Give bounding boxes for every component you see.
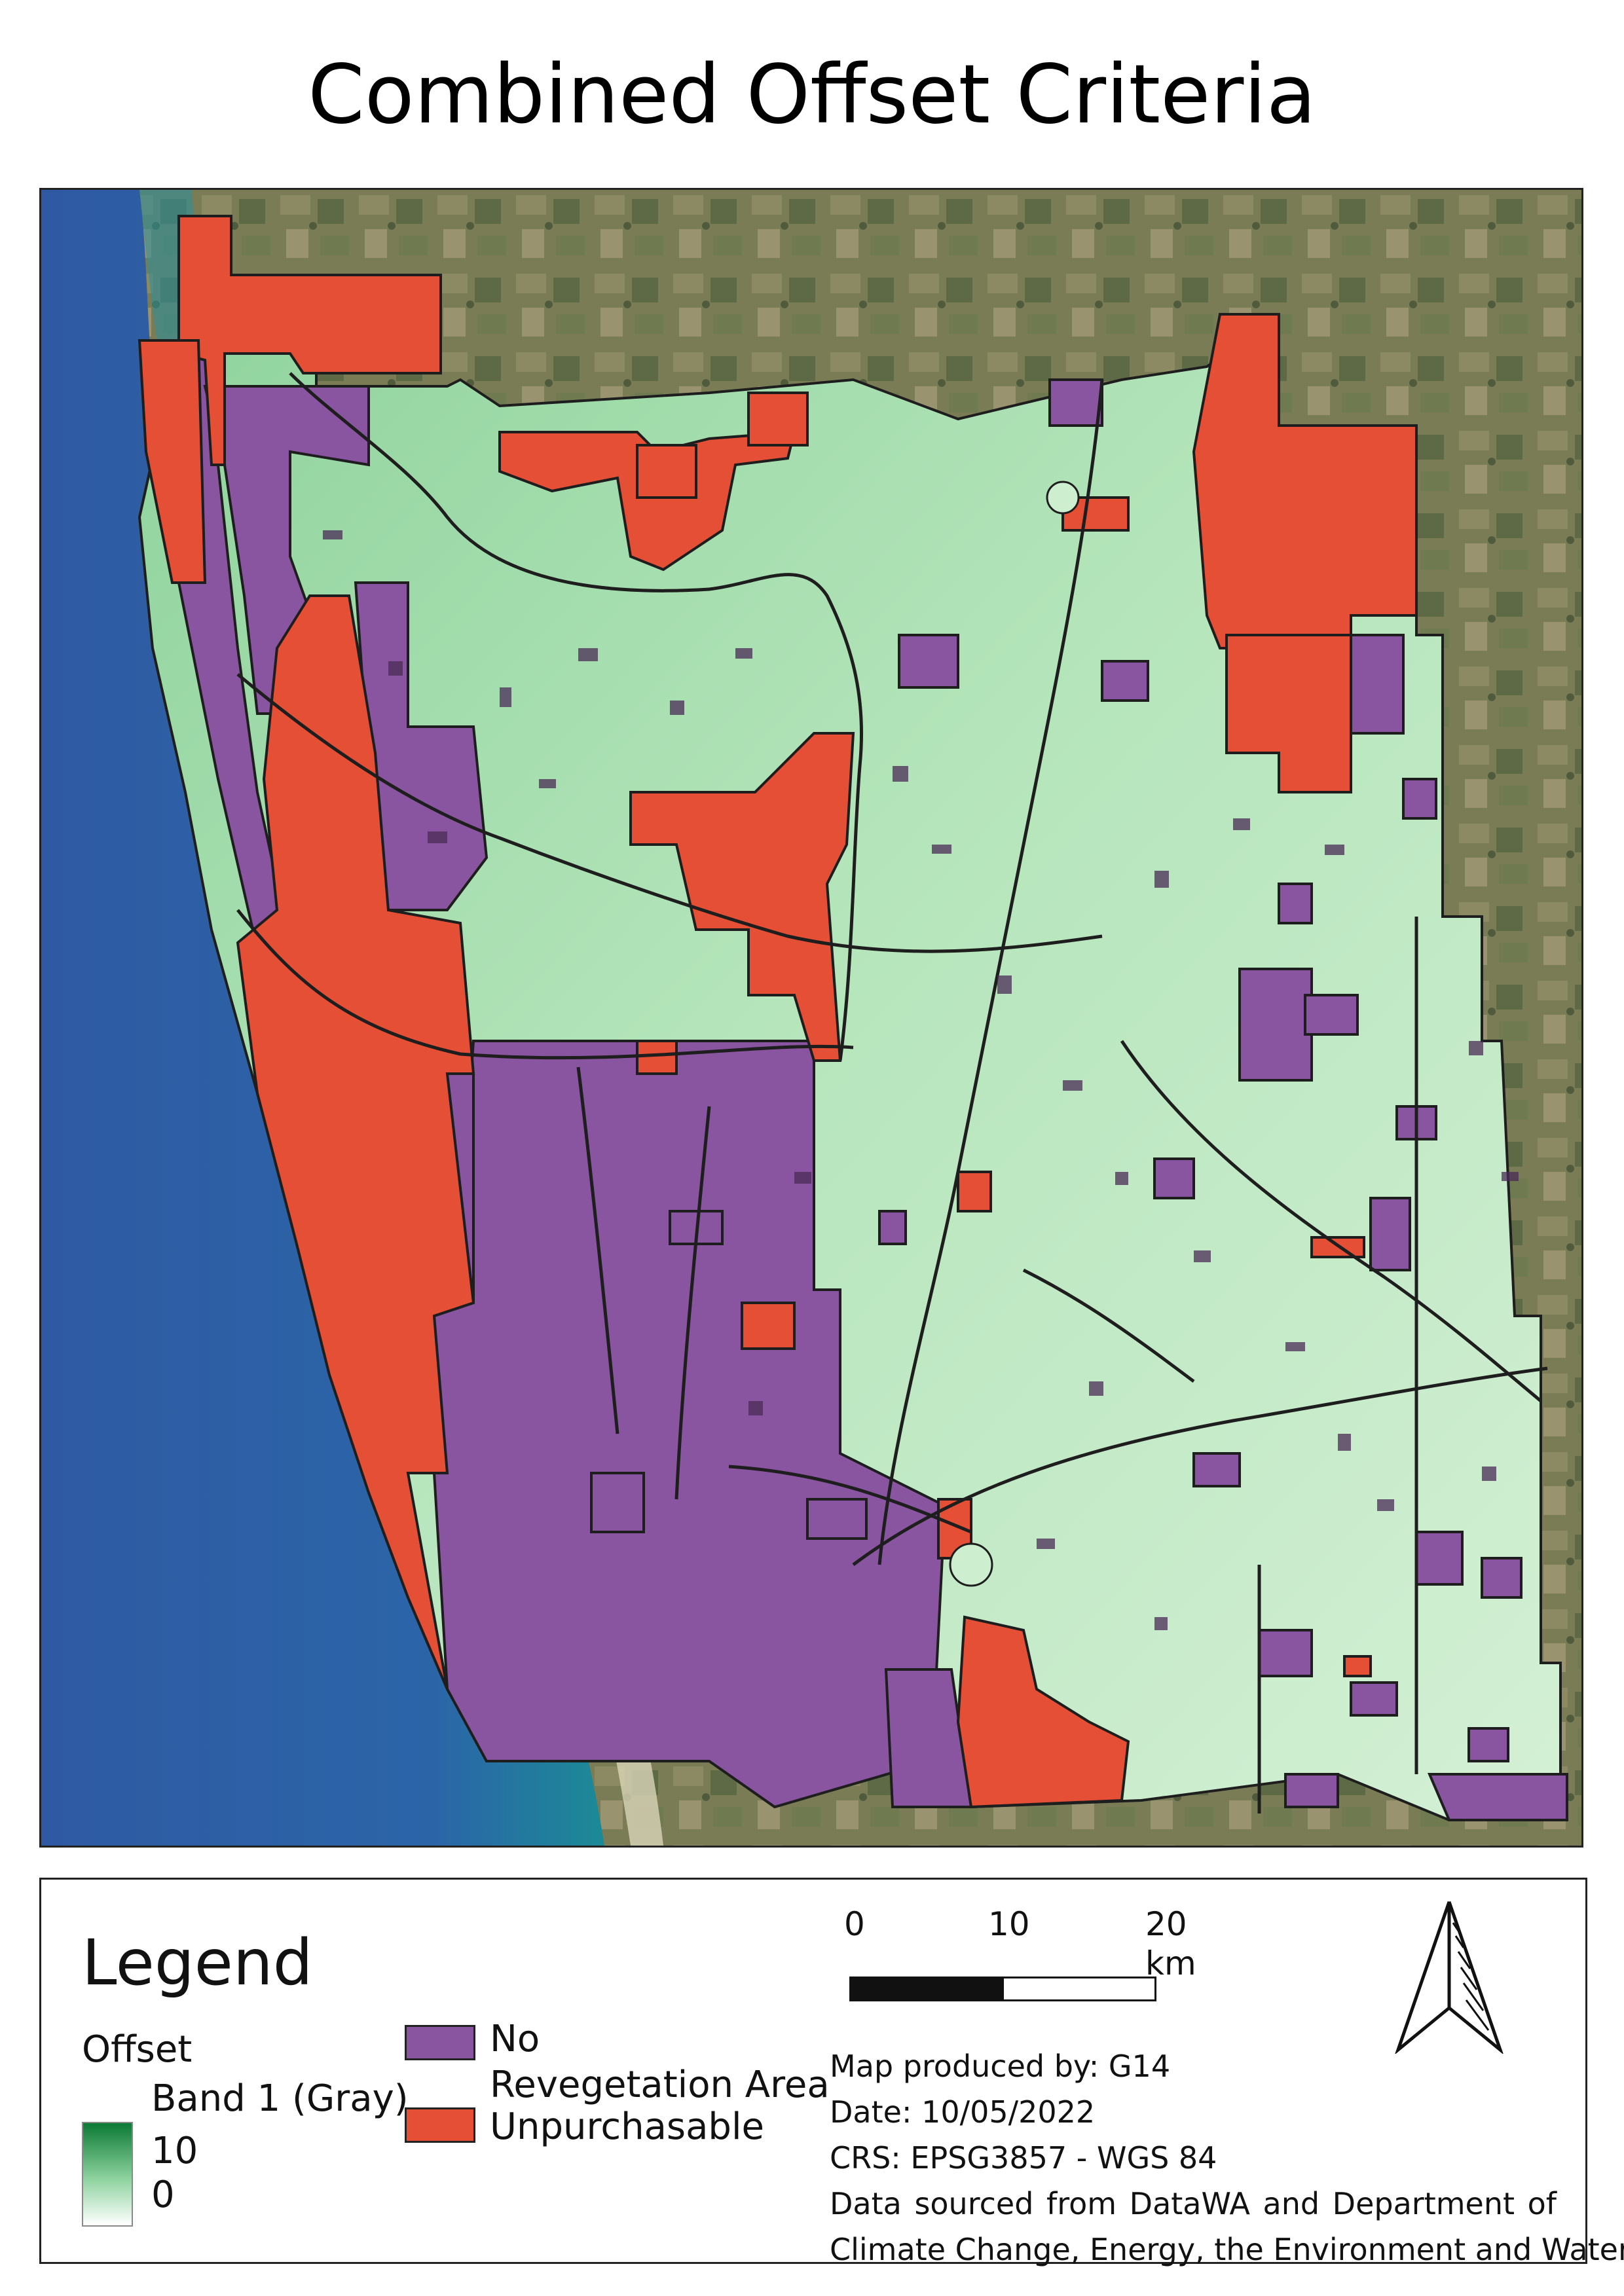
scale-label-20km: 20 km xyxy=(1145,1905,1196,1982)
scale-segment-white xyxy=(1002,1977,1156,2001)
crs-label: CRS: EPSG3857 - WGS 84 xyxy=(830,2140,1217,2176)
legend-title: Legend xyxy=(82,1926,313,1999)
ramp-min-label: 0 xyxy=(151,2174,175,2216)
road-lines xyxy=(236,372,1548,1813)
data-source-line2: Climate Change, Energy, the Environment … xyxy=(830,2232,1624,2267)
clearing xyxy=(949,1542,993,1587)
scale-bar: 0 10 20 km xyxy=(844,1904,1196,2009)
no-revegetation-label-line2: Revegetation Area xyxy=(490,2064,830,2106)
map-title: Combined Offset Criteria xyxy=(308,48,1316,142)
no-revegetation-swatch xyxy=(405,2025,475,2060)
unpurchasable-areas xyxy=(138,215,1418,1809)
color-ramp xyxy=(82,2122,133,2227)
map-frame[interactable] xyxy=(39,188,1583,1848)
scale-segment-black xyxy=(849,1977,1004,2001)
date-label: Date: 10/05/2022 xyxy=(830,2094,1096,2130)
unpurchasable-swatch xyxy=(405,2107,475,2143)
no-revegetation-label-line1: No xyxy=(490,2018,540,2060)
offset-layer-label: Offset xyxy=(82,2028,193,2071)
clearing xyxy=(1046,481,1080,515)
ramp-max-label: 10 xyxy=(151,2130,198,2172)
scale-label-0: 0 xyxy=(844,1905,865,1943)
scale-label-10: 10 xyxy=(988,1905,1030,1943)
data-source-line1: Data sourced from DataWA and Department … xyxy=(830,2186,1557,2221)
produced-by: Map produced by: G14 xyxy=(830,2049,1171,2084)
north-arrow-icon xyxy=(1395,1901,1504,2054)
map-canvas[interactable] xyxy=(41,190,1581,1846)
unpurchasable-label: Unpurchasable xyxy=(490,2105,764,2148)
band-label: Band 1 (Gray) xyxy=(151,2077,409,2120)
map-credits: Map produced by: G14 Date: 10/05/2022 CR… xyxy=(830,2043,1624,2272)
legend-panel: Legend Offset Band 1 (Gray) 10 0 No Reve… xyxy=(39,1878,1624,2267)
patch-detail xyxy=(323,530,1519,1630)
